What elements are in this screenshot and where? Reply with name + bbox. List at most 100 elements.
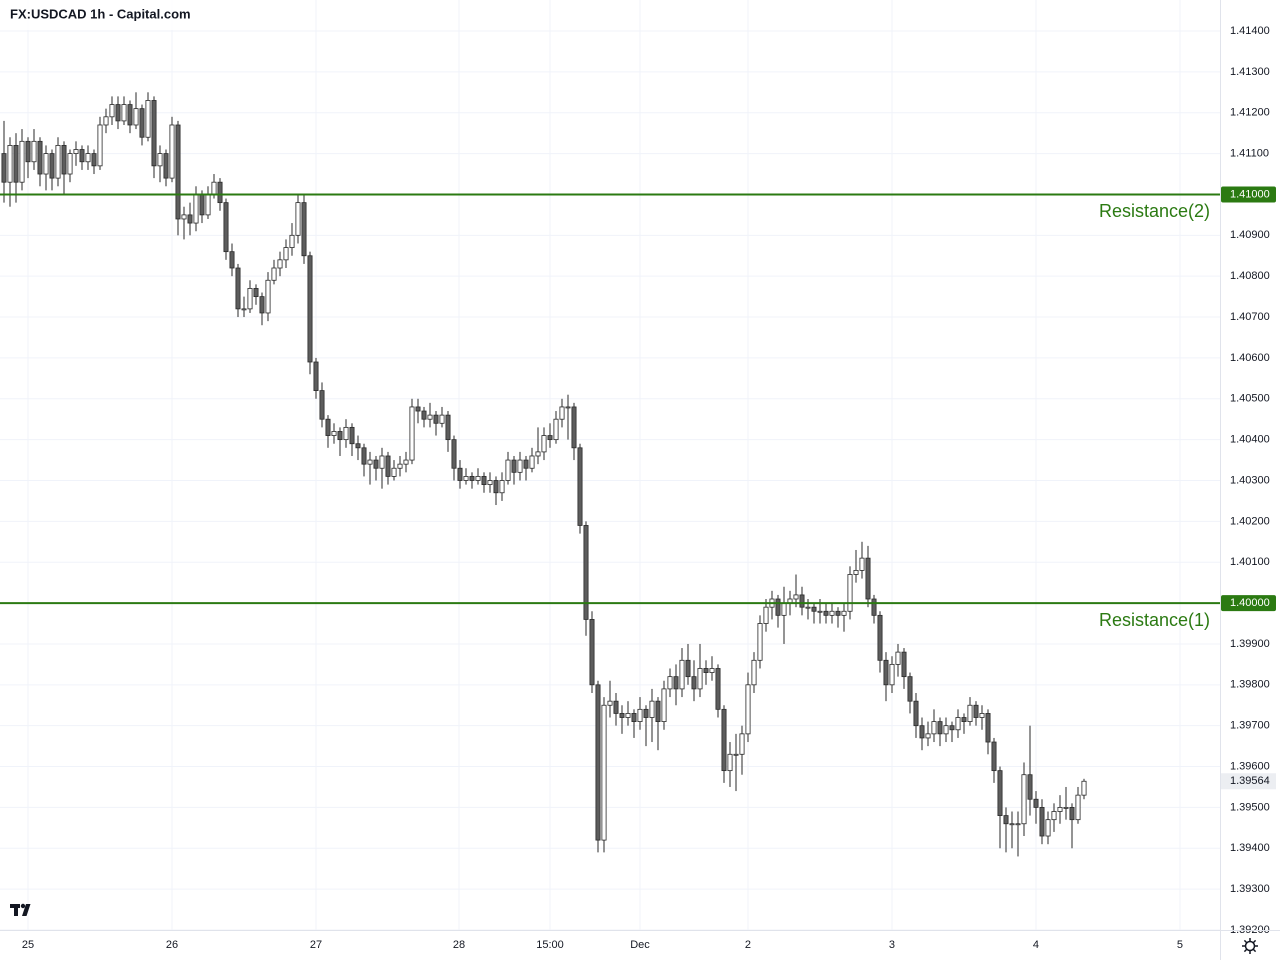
candle-body bbox=[313, 361, 319, 391]
candle-body bbox=[439, 414, 445, 424]
grid bbox=[0, 0, 1220, 931]
price-tag bbox=[1221, 595, 1276, 612]
candle-body bbox=[403, 459, 409, 465]
candle-body bbox=[745, 684, 751, 735]
candle-body bbox=[457, 467, 463, 481]
y-tick-label: 1.40800 bbox=[1230, 270, 1270, 282]
candle-body bbox=[835, 610, 841, 616]
candle-body bbox=[565, 406, 571, 409]
candle-body bbox=[661, 688, 667, 722]
candle-body bbox=[793, 594, 799, 600]
y-tick-label: 1.39200 bbox=[1230, 924, 1270, 936]
candle-body bbox=[319, 390, 325, 420]
candle-body bbox=[463, 476, 469, 481]
candle-body bbox=[61, 145, 67, 175]
price-tag-label: 1.40000 bbox=[1230, 597, 1270, 609]
candle-body bbox=[955, 717, 961, 731]
y-tick-label: 1.39600 bbox=[1230, 760, 1270, 772]
candle-body bbox=[619, 713, 625, 718]
candle-body bbox=[115, 104, 121, 122]
candle-body bbox=[781, 602, 787, 616]
candle-body bbox=[967, 704, 973, 722]
candle-body bbox=[553, 418, 559, 441]
candle-body bbox=[523, 459, 529, 469]
candle-body bbox=[727, 753, 733, 772]
y-tick-label: 1.40200 bbox=[1230, 515, 1270, 527]
candle-body bbox=[679, 659, 685, 690]
candle-body bbox=[421, 410, 427, 420]
settings-icon[interactable] bbox=[1242, 938, 1258, 954]
candle-body bbox=[895, 651, 901, 665]
candle-body bbox=[307, 255, 313, 363]
candle-body bbox=[655, 700, 661, 722]
candle-body bbox=[79, 149, 85, 163]
candle-body bbox=[1045, 819, 1051, 837]
candle-body bbox=[757, 623, 763, 661]
candle-body bbox=[985, 713, 991, 743]
candle-body bbox=[871, 598, 877, 616]
candle-body bbox=[265, 279, 271, 314]
x-tick-label: 27 bbox=[310, 939, 322, 951]
candle-body bbox=[649, 700, 655, 718]
y-tick-label: 1.40700 bbox=[1230, 311, 1270, 323]
candle-body bbox=[859, 557, 865, 571]
candle-body bbox=[805, 606, 811, 609]
candle-body bbox=[853, 570, 859, 575]
candle-body bbox=[211, 181, 217, 195]
candle-body bbox=[7, 145, 13, 183]
candle-body bbox=[943, 725, 949, 735]
candle-body bbox=[529, 455, 535, 469]
candle-body bbox=[949, 725, 955, 731]
candle-body bbox=[997, 770, 1003, 816]
y-tick-label: 1.39300 bbox=[1230, 883, 1270, 895]
candle-body bbox=[937, 721, 943, 735]
candle-body bbox=[571, 406, 577, 449]
candle-body bbox=[49, 153, 55, 179]
price-tag-label: 1.41000 bbox=[1230, 188, 1270, 200]
candle-body bbox=[163, 153, 169, 179]
candle-body bbox=[121, 104, 127, 122]
candle-body bbox=[775, 598, 781, 616]
candle-body bbox=[961, 717, 967, 722]
x-tick-label: 28 bbox=[453, 939, 465, 951]
candle-body bbox=[271, 267, 277, 281]
candle-body bbox=[19, 140, 25, 183]
y-tick-label: 1.40300 bbox=[1230, 474, 1270, 486]
candle-body bbox=[973, 704, 979, 718]
y-tick-label: 1.39400 bbox=[1230, 842, 1270, 854]
candle-body bbox=[241, 308, 247, 311]
candle-body bbox=[25, 140, 31, 163]
candle-body bbox=[475, 476, 481, 481]
candle-body bbox=[1, 153, 7, 183]
candle-body bbox=[823, 610, 829, 616]
candle-body bbox=[817, 610, 823, 613]
x-tick-label: 25 bbox=[22, 939, 34, 951]
candle-body bbox=[1027, 774, 1033, 800]
candle-body bbox=[481, 476, 487, 485]
candle-body bbox=[259, 296, 265, 314]
candle-body bbox=[1039, 807, 1045, 837]
candle-body bbox=[295, 202, 301, 236]
candle-body bbox=[139, 108, 145, 138]
y-tick-label: 1.39700 bbox=[1230, 720, 1270, 732]
candle-body bbox=[979, 713, 985, 718]
candle-body bbox=[223, 202, 229, 253]
candle-body bbox=[151, 100, 157, 167]
candle-body bbox=[247, 288, 253, 310]
candle-body bbox=[631, 713, 637, 722]
candle-body bbox=[697, 668, 703, 690]
candle-body bbox=[721, 708, 727, 772]
candle-body bbox=[739, 733, 745, 755]
y-tick-label: 1.39900 bbox=[1230, 638, 1270, 650]
candle-body bbox=[865, 557, 871, 600]
x-tick-label: 3 bbox=[889, 939, 895, 951]
candle-body bbox=[487, 480, 493, 485]
y-tick-label: 1.41100 bbox=[1230, 147, 1269, 159]
candle-body bbox=[229, 251, 235, 269]
candle-body bbox=[877, 614, 883, 661]
title-bg bbox=[0, 0, 200, 30]
candle-body bbox=[1069, 807, 1075, 821]
candle-body bbox=[409, 406, 415, 461]
candle-body bbox=[595, 684, 601, 841]
candle-body bbox=[235, 267, 241, 310]
